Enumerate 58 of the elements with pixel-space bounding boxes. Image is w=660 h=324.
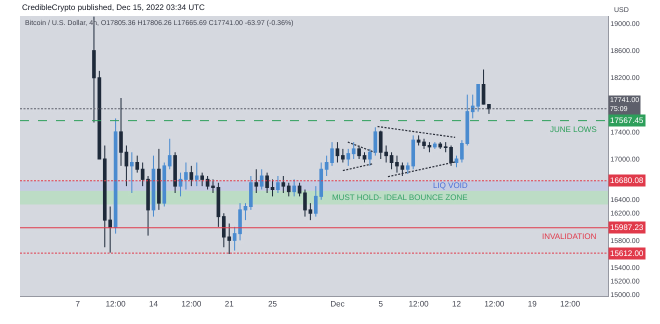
band-label: LIQ VOID	[433, 181, 468, 190]
candlestick	[411, 134, 416, 170]
x-tick-label: 19	[528, 300, 538, 309]
annotation: JUNE LOWS	[550, 125, 597, 134]
annotation: INVALIDATION	[542, 232, 597, 241]
ref-line-label: 16680.08	[610, 176, 644, 185]
candlestick	[378, 130, 383, 160]
candlestick	[444, 142, 448, 153]
candlestick	[286, 182, 291, 197]
candlestick	[173, 152, 177, 194]
candlestick	[476, 84, 480, 112]
candlestick	[292, 178, 296, 197]
x-tick-label: Dec	[330, 300, 345, 309]
ref-line-label: 15987.23	[610, 223, 644, 232]
x-tick-label: 12:00	[181, 300, 202, 309]
x-tick-label: 12:00	[106, 300, 126, 309]
candlestick	[194, 162, 199, 187]
x-tick-label: 14	[149, 300, 158, 309]
candlestick	[190, 165, 194, 187]
candlestick	[352, 142, 356, 160]
ref-line-label: 17567.45	[610, 116, 644, 125]
ref-line-label: 15612.00	[610, 249, 644, 258]
candlestick	[470, 94, 475, 119]
candlestick	[162, 162, 166, 208]
x-tick-label: 5	[378, 300, 384, 309]
candlestick	[254, 168, 258, 194]
x-tick-label: 12	[452, 300, 462, 309]
candlestick	[135, 155, 140, 174]
candlestick	[282, 176, 286, 194]
candlestick	[157, 148, 161, 210]
x-tick-label: 7	[75, 300, 80, 309]
candlestick	[374, 126, 378, 156]
chart-title: CredibleCrypto published, Dec 15, 2022 03:34 UTC	[22, 3, 205, 12]
candlestick	[260, 168, 264, 190]
candlestick	[227, 222, 232, 254]
candlestick	[438, 142, 442, 150]
x-tick-label: 12:00	[408, 300, 430, 309]
candlestick	[108, 206, 112, 254]
candlestick	[319, 162, 324, 200]
candlestick	[168, 138, 172, 170]
x-tick-label: 12:00	[560, 300, 581, 309]
candlestick	[465, 94, 470, 146]
candlestick	[152, 155, 156, 218]
x-tick-label: 21	[224, 300, 234, 309]
x-tick-label: 25	[268, 300, 278, 309]
candlestick	[102, 144, 107, 248]
band-label: MUST HOLD- IDEAL BOUNCE ZONE	[332, 193, 468, 202]
candlestick	[314, 186, 318, 218]
candlestick	[222, 212, 226, 248]
candlestick	[114, 118, 118, 234]
candlestick	[276, 176, 280, 194]
candlestick	[130, 152, 134, 194]
candlestick	[368, 148, 372, 166]
candlestick	[433, 142, 437, 150]
candlestick	[346, 148, 350, 166]
candlestick	[200, 172, 204, 187]
candlestick	[406, 162, 410, 174]
x-tick-label: 12:00	[484, 300, 505, 309]
